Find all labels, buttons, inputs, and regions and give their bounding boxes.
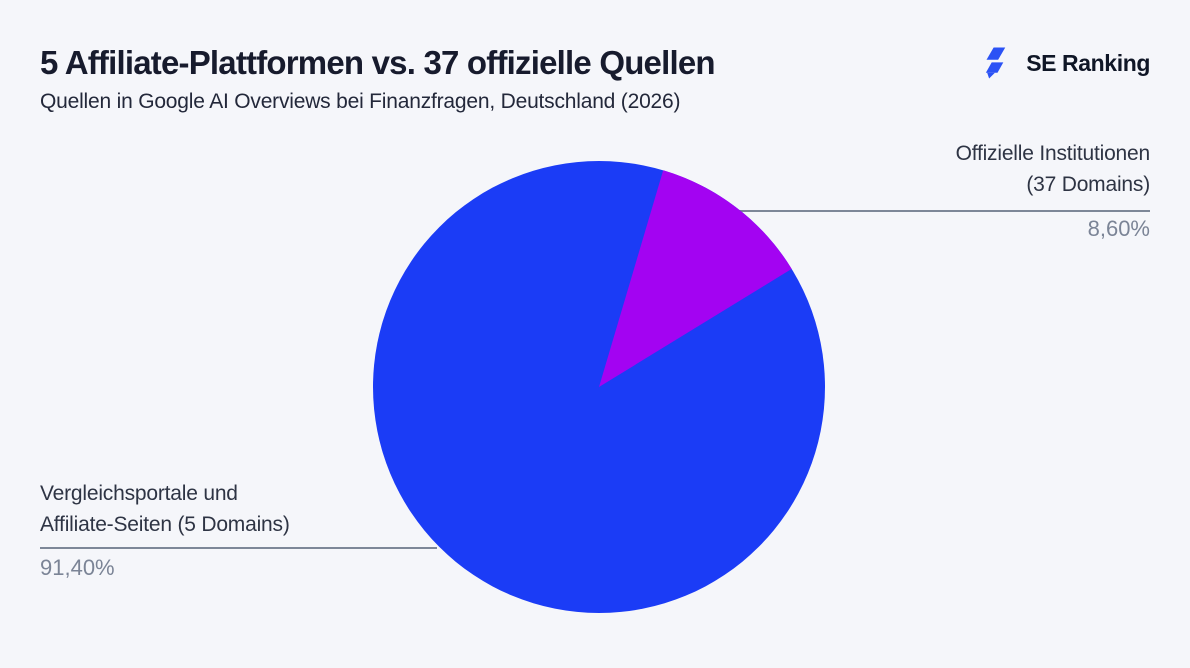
callout-affiliate-line1: Vergleichsportale und <box>40 482 238 505</box>
page-title: 5 Affiliate-Plattformen vs. 37 offiziell… <box>40 44 716 81</box>
logo-wordmark: SE Ranking <box>1026 49 1150 76</box>
callout-affiliate-line2: Affiliate-Seiten (5 Domains) <box>40 513 290 536</box>
callout-affiliate: Vergleichsportale und Affiliate-Seiten (… <box>40 478 290 540</box>
flash-icon <box>986 47 1006 79</box>
callout-official-line1: Offizielle Institutionen <box>955 142 1151 165</box>
value-affiliate: 91,40% <box>40 555 115 580</box>
se-ranking-logo: SE Ranking <box>982 41 1150 85</box>
value-official: 8,60% <box>1087 216 1150 241</box>
page-subtitle: Quellen in Google AI Overviews bei Finan… <box>40 90 681 113</box>
callout-official-line2: (37 Domains) <box>1026 173 1150 196</box>
pie-slice-official <box>599 170 792 387</box>
callout-official: Offizielle Institutionen (37 Domains) <box>955 138 1151 200</box>
